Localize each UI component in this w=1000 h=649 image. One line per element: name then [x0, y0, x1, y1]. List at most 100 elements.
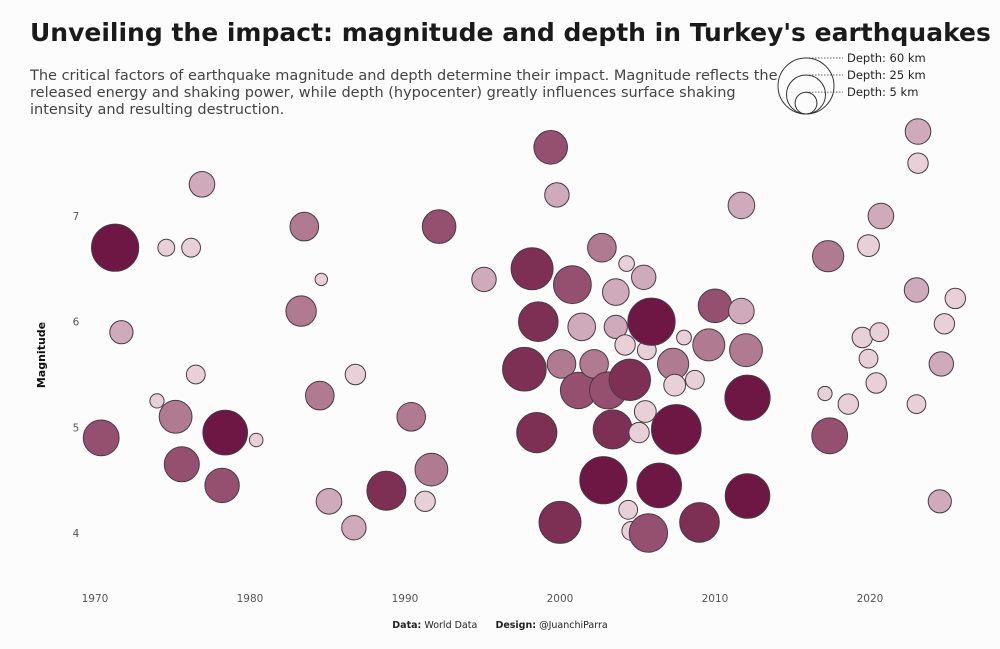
y-tick-label: 4: [73, 528, 80, 540]
earthquake-bubble: [724, 473, 771, 519]
earthquake-bubble: [728, 297, 755, 325]
earthquake-bubble: [82, 419, 120, 457]
caption-data-value: World Data: [424, 620, 478, 631]
earthquake-bubble: [91, 223, 140, 272]
chart-subtitle: The critical factors of earthquake magni…: [30, 68, 778, 118]
earthquake-bubble: [567, 312, 597, 342]
earthquake-bubble: [204, 467, 240, 504]
earthquake-bubble: [628, 421, 650, 444]
earthquake-bubble: [305, 380, 335, 411]
x-tick-label: 1970: [82, 593, 109, 605]
earthquake-bubble: [633, 400, 657, 423]
earthquake-bubble: [315, 488, 343, 515]
earthquake-bubble: [248, 432, 264, 448]
earthquake-bubble: [546, 349, 577, 379]
earthquake-bubble: [651, 404, 702, 455]
x-tick-label: 2010: [702, 593, 729, 605]
earthquake-bubble: [516, 412, 558, 454]
earthquake-bubble: [685, 369, 705, 390]
x-tick-label: 1980: [237, 593, 264, 605]
x-tick-label: 1990: [392, 593, 419, 605]
earthquake-bubble: [314, 272, 328, 287]
caption: Data: World Data Design: @JuanchiParra: [0, 620, 1000, 631]
earthquake-bubble: [944, 287, 966, 310]
bubble-layer: [82, 118, 966, 553]
earthquake-bubble: [518, 301, 559, 343]
legend-circle: [786, 74, 826, 115]
earthquake-bubble: [811, 417, 849, 455]
earthquake-bubble: [869, 322, 890, 343]
x-tick-label: 2020: [857, 593, 884, 605]
earthquake-bubble: [579, 456, 628, 505]
earthquake-bubble: [608, 358, 651, 401]
earthquake-bubble: [627, 297, 676, 346]
size-legend: Depth: 60 km Depth: 25 km Depth: 5 km: [777, 51, 926, 115]
earthquake-bubble: [907, 152, 929, 174]
earthquake-bubble: [181, 237, 202, 258]
earthquake-bubble: [692, 328, 726, 362]
earthquake-bubble: [903, 277, 930, 303]
earthquake-bubble: [628, 513, 669, 553]
earthquake-bubble: [636, 462, 683, 509]
earthquake-bubble: [421, 209, 457, 244]
earthquake-bubble: [618, 255, 635, 272]
earthquake-bubble: [858, 348, 879, 369]
earthquake-bubble: [341, 515, 367, 541]
earthquake-bubble: [163, 446, 200, 483]
y-tick-label: 7: [73, 211, 80, 223]
legend-circle: [777, 57, 835, 115]
earthquake-bubble: [592, 409, 633, 450]
legend-label: Depth: 60 km: [847, 51, 926, 65]
earthquake-bubble: [817, 385, 833, 402]
earthquake-bubble: [602, 278, 630, 306]
earthquake-bubble: [865, 372, 887, 394]
earthquake-bubble: [285, 295, 317, 327]
legend-circle: [794, 91, 818, 115]
x-tick-label: 2000: [547, 593, 574, 605]
earthquake-bubble: [502, 346, 547, 392]
legend-label: Depth: 5 km: [847, 85, 918, 99]
earthquake-bubble: [928, 351, 954, 377]
earthquake-bubble: [812, 240, 845, 273]
earthquake-bubble: [510, 247, 554, 291]
earthquake-bubble: [185, 364, 206, 385]
earthquake-bubble: [414, 452, 449, 487]
earthquake-bubble: [679, 502, 720, 543]
earthquake-bubble: [867, 202, 895, 230]
caption-data-label: Data:: [392, 620, 422, 631]
earthquake-bubble: [904, 118, 932, 145]
earthquake-bubble: [289, 211, 320, 242]
earthquake-bubble: [614, 334, 636, 356]
earthquake-bubble: [587, 232, 617, 263]
caption-design-value: @JuanchiParra: [539, 620, 608, 631]
y-axis-ticks: 4 5 6 7: [73, 211, 80, 540]
earthquake-bubble: [344, 363, 367, 386]
earthquake-bubble: [544, 182, 570, 208]
earthquake-bubble: [158, 399, 193, 434]
earthquake-bubble: [631, 264, 657, 290]
caption-design-label: Design:: [495, 620, 537, 631]
earthquake-bubble: [366, 470, 407, 511]
earthquake-bubble: [396, 402, 427, 432]
earthquake-bubble: [927, 489, 952, 514]
earthquake-bubble: [676, 329, 692, 346]
earthquake-bubble: [149, 393, 165, 409]
earthquake-bubble: [157, 238, 176, 257]
y-tick-label: 6: [73, 317, 80, 329]
earthquake-bubble: [851, 326, 873, 349]
earthquake-bubble: [857, 234, 880, 258]
earthquake-bubble: [729, 333, 763, 368]
earthquake-bubble: [553, 265, 592, 305]
earthquake-bubble: [663, 373, 687, 397]
earthquake-bubble: [471, 266, 497, 293]
earthquake-bubble: [414, 490, 436, 512]
earthquake-bubble: [109, 320, 134, 345]
earthquake-bubble: [202, 409, 248, 456]
earthquake-bubble: [697, 288, 733, 324]
legend-label: Depth: 25 km: [847, 68, 926, 82]
x-axis-ticks: 1970 1980 1990 2000 2010 2020: [82, 593, 884, 605]
earthquake-bubble: [603, 314, 628, 339]
y-tick-label: 5: [73, 422, 80, 434]
earthquake-bubble: [837, 393, 859, 415]
